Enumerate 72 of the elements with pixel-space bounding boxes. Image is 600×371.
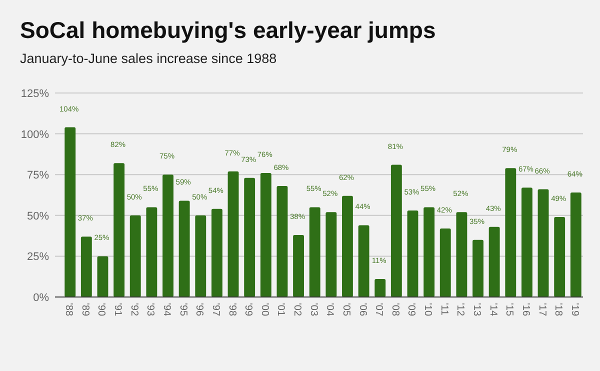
x-tick-label: '92 xyxy=(128,303,140,316)
bar xyxy=(374,279,386,297)
x-tick-label: '12 xyxy=(454,303,466,316)
bar xyxy=(195,215,206,297)
bar xyxy=(505,168,516,297)
bar xyxy=(228,171,239,297)
bar xyxy=(440,228,451,297)
x-tick-label: '05 xyxy=(340,303,352,316)
bar xyxy=(456,212,468,297)
y-tick-label: 50% xyxy=(26,210,50,222)
bar xyxy=(114,163,125,297)
x-tick-label: '14 xyxy=(487,303,498,316)
y-tick-label: 25% xyxy=(26,251,50,264)
bar xyxy=(424,207,435,297)
bar xyxy=(244,178,256,297)
x-tick-label: '95 xyxy=(177,303,188,316)
bar xyxy=(260,172,272,297)
bar xyxy=(521,188,532,297)
bar xyxy=(130,215,141,297)
y-tick-label: 75% xyxy=(26,170,50,182)
bar xyxy=(407,210,418,297)
x-tick-label: '99 xyxy=(242,303,254,316)
x-tick-label: '10 xyxy=(422,303,434,316)
bar xyxy=(309,207,320,297)
x-tick-label: '03 xyxy=(308,303,319,316)
bar xyxy=(293,234,304,297)
bar xyxy=(342,196,353,297)
x-tick-label: '11 xyxy=(438,303,450,316)
bar xyxy=(276,186,288,297)
x-tick-label: '13 xyxy=(471,303,482,316)
y-tick-label: 100% xyxy=(20,128,50,141)
x-tick-label: '09 xyxy=(406,303,417,316)
bar xyxy=(326,212,337,297)
x-tick-label: '19 xyxy=(568,303,580,316)
bar xyxy=(538,189,549,297)
x-tick-label: '93 xyxy=(144,303,156,316)
x-tick-label: '06 xyxy=(356,303,368,316)
chart-title: SoCal homebuying's early-year jumps xyxy=(20,17,436,43)
x-tick-label: '90 xyxy=(96,303,107,316)
x-tick-label: '97 xyxy=(210,303,221,316)
x-tick-label: '02 xyxy=(292,303,303,316)
x-tick-label: '07 xyxy=(373,303,384,316)
x-tick-label: '16 xyxy=(520,303,531,316)
bar xyxy=(390,164,402,297)
bar xyxy=(472,240,484,297)
bar xyxy=(162,174,174,297)
x-tick-label: '94 xyxy=(160,303,172,316)
bar xyxy=(64,127,76,297)
x-tick-label: '89 xyxy=(79,303,90,316)
x-tick-label: '88 xyxy=(63,303,74,316)
x-tick-label: '91 xyxy=(112,303,124,316)
bar xyxy=(211,208,222,297)
x-tick-label: '04 xyxy=(324,303,336,316)
x-tick-label: '98 xyxy=(226,303,238,316)
bar xyxy=(570,192,582,297)
bar xyxy=(488,226,500,297)
bar xyxy=(146,207,158,297)
bar xyxy=(97,256,108,297)
x-tick-label: '17 xyxy=(536,303,548,316)
chart-subtitle: January-to-June sales increase since 1988 xyxy=(20,51,277,66)
bar xyxy=(554,217,566,297)
y-tick-label: 0% xyxy=(33,292,50,304)
bar xyxy=(358,225,370,297)
bar xyxy=(80,236,92,297)
bar xyxy=(178,200,190,297)
x-tick-label: '01 xyxy=(275,303,286,316)
x-tick-label: '96 xyxy=(194,303,205,316)
x-tick-label: '00 xyxy=(258,303,270,316)
x-tick-label: '08 xyxy=(389,303,400,316)
x-tick-label: '15 xyxy=(504,303,515,316)
x-tick-label: '18 xyxy=(552,303,564,316)
y-tick-label: 125% xyxy=(20,88,50,100)
